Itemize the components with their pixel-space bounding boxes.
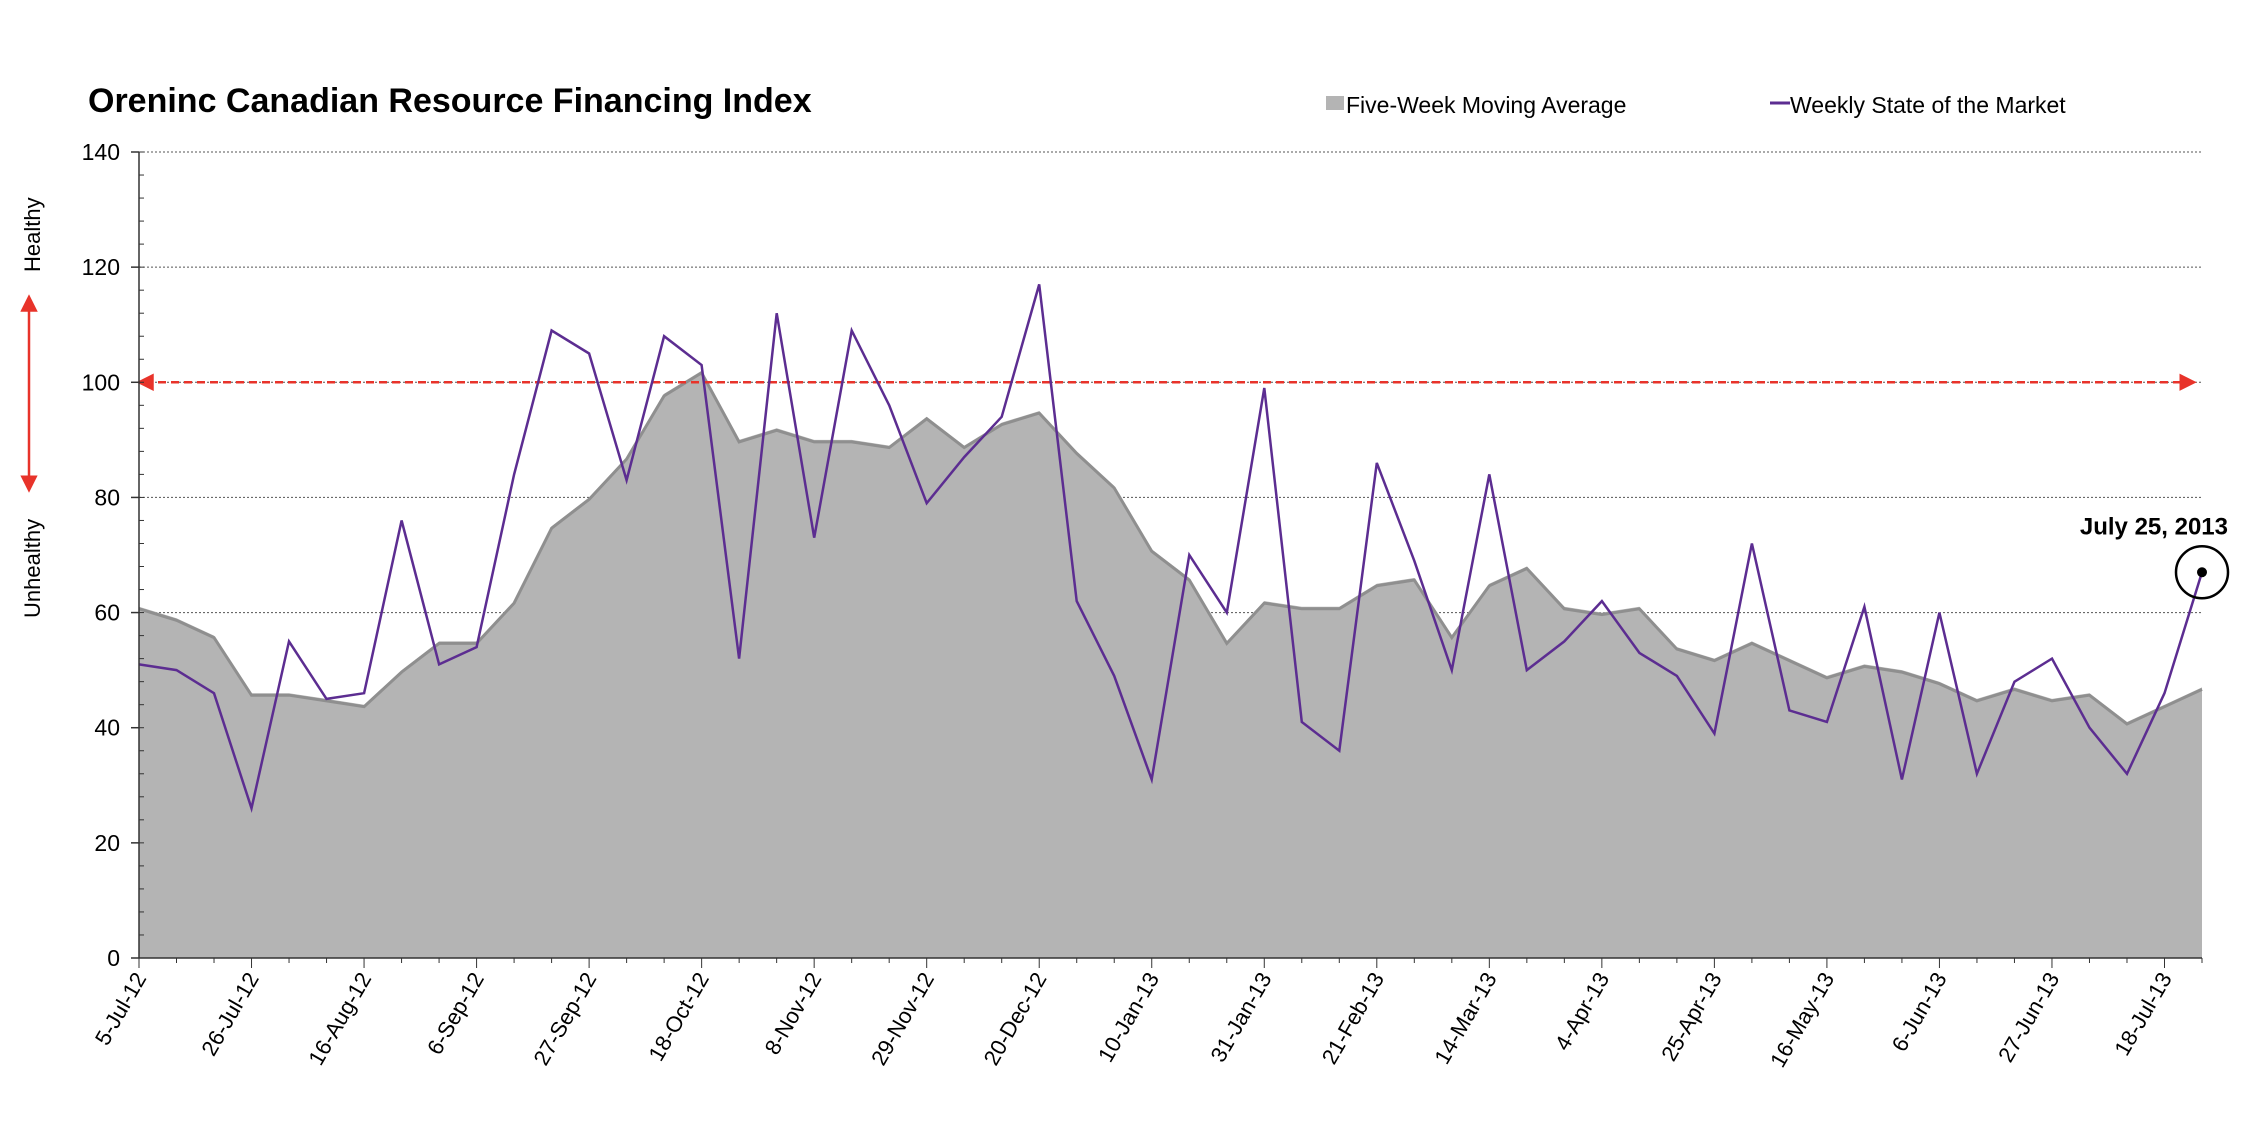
x-tick-label: 27-Sep-12 — [528, 968, 601, 1069]
x-tick-label: 5-Jul-12 — [90, 968, 151, 1049]
y-side-label-unhealthy: Unhealthy — [20, 519, 45, 618]
weekly-line-group — [138, 284, 2204, 814]
weekly-state-line — [138, 284, 2204, 814]
y-tick-label: 20 — [94, 830, 120, 856]
y-tick-label: 140 — [82, 139, 120, 165]
x-tick-label: 31-Jan-13 — [1205, 968, 1276, 1066]
x-tick-label: 6-Jun-13 — [1887, 968, 1952, 1056]
y-tick-label: 120 — [82, 254, 120, 280]
y-tick-labels: 0 20 40 60 80 100 120 140 — [82, 139, 120, 971]
x-tick-label: 4-Apr-13 — [1550, 968, 1614, 1055]
x-tick-label: 27-Jun-13 — [1993, 968, 2064, 1066]
x-tick-label: 21-Feb-13 — [1317, 968, 1389, 1068]
axes — [131, 151, 2203, 968]
x-tick-label: 29-Nov-12 — [866, 968, 939, 1069]
x-tick-label: 8-Nov-12 — [760, 968, 827, 1059]
legend-label-moving-average: Five-Week Moving Average — [1346, 92, 1626, 118]
annotation-group: July 25, 2013 — [2080, 513, 2230, 600]
y-tick-label: 40 — [94, 715, 120, 741]
annotation-label: July 25, 2013 — [2080, 513, 2228, 540]
y-tick-label: 0 — [107, 945, 120, 971]
x-tick-label: 26-Jul-12 — [196, 968, 264, 1060]
annotation-circle — [2174, 545, 2230, 600]
x-tick-label: 18-Jul-13 — [2109, 968, 2177, 1060]
y-side-label-healthy: Healthy — [20, 197, 45, 272]
x-tick-label: 10-Jan-13 — [1093, 968, 1164, 1066]
x-tick-label: 14-Mar-13 — [1429, 968, 1501, 1068]
x-tick-label: 6-Sep-12 — [422, 968, 489, 1059]
x-tick-label: 18-Oct-12 — [643, 968, 714, 1065]
legend-swatch-moving-average — [1326, 96, 1344, 110]
x-tick-label: 20-Dec-12 — [979, 968, 1052, 1069]
moving-average-area-edge — [138, 370, 2203, 726]
y-tick-label: 60 — [94, 600, 120, 626]
legend-label-weekly: Weekly State of the Market — [1790, 92, 2066, 118]
y-tick-label: 80 — [94, 484, 120, 510]
x-tick-labels: 5-Jul-12 26-Jul-12 16-Aug-12 6-Sep-12 27-Sep… — [90, 968, 2177, 1072]
chart-title: Oreninc Canadian Resource Financing Inde… — [88, 82, 812, 120]
x-tick-label: 16-May-13 — [1765, 968, 1839, 1072]
annotation-dot — [2197, 567, 2207, 578]
x-tick-label: 25-Apr-13 — [1656, 968, 1727, 1065]
y-tick-label: 100 — [82, 369, 120, 395]
x-tick-label: 16-Aug-12 — [303, 968, 376, 1069]
